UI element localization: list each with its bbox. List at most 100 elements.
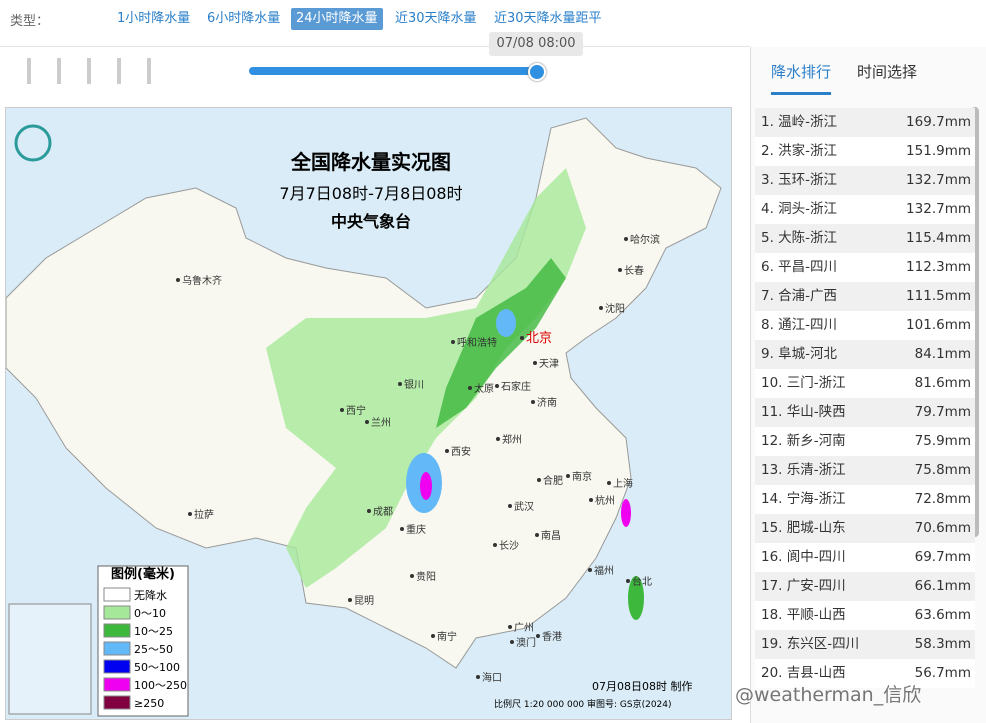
map-title: 全国降水量实况图 [290,150,451,174]
rain-amount: 72.8mm [914,491,971,507]
rank-row: 4. 洞头-浙江 132.7mm [755,195,975,224]
legend-swatch [103,623,131,638]
scale-note: 比例尺 1:20 000 000 审图号: GS京(2024) [494,698,672,710]
city-label: 台北 [632,575,652,588]
legend-swatch [103,695,131,710]
city-dot [537,478,541,482]
rank-row: 18. 平顺-山西 63.6mm [755,601,975,630]
city-dot [535,533,539,537]
city-label: 杭州 [595,494,615,507]
map-period: 7月7日08时-7月8日08时 [279,184,462,203]
city-label: 哈尔滨 [630,233,660,246]
legend-swatch [103,677,131,692]
station-name: 20. 吉县-山西 [761,665,846,681]
type-tab[interactable]: 6小时降水量 [207,11,281,26]
city-dot [348,598,352,602]
city-label: 长沙 [499,540,519,552]
station-name: 11. 华山-陕西 [761,404,846,420]
city-dot [626,579,630,583]
time-slider[interactable] [249,67,536,75]
city-dot [188,512,192,516]
side-panel: 降水排行 时间选择 1. 温岭-浙江 169.7mm 2. 洪家-浙江 151.9mm 3.… [750,47,986,723]
city-label: 兰州 [371,416,391,429]
rank-row: 10. 三门-浙江 81.6mm [755,369,975,398]
city-dot [531,400,535,404]
rank-row: 1. 温岭-浙江 169.7mm [755,108,975,137]
type-tab[interactable]: 1小时降水量 [117,11,191,26]
city-dot [520,336,524,340]
rain-amount: 56.7mm [914,665,971,681]
city-label: 长春 [624,265,644,277]
made-time: 07月08日08时 制作 [592,680,693,693]
rain-amount: 84.1mm [914,346,971,362]
rain-amount: 79.7mm [914,404,971,420]
rank-row: 17. 广安-四川 66.1mm [755,572,975,601]
rank-row: 11. 华山-陕西 79.7mm [755,398,975,427]
panel-tab[interactable]: 时间选择 [857,63,918,81]
city-label: 郑州 [502,433,522,446]
station-name: 12. 新乡-河南 [761,433,846,449]
legend-label: 100～250 [134,679,187,692]
rain-amount: 115.4mm [906,230,971,246]
legend-title: 图例(毫米) [111,566,175,582]
city-label: 海口 [482,671,502,684]
scrollbar [971,107,979,537]
city-label: 福州 [594,564,614,577]
type-tab[interactable]: 近30天降水量 [395,11,477,26]
rank-row: 3. 玉环-浙江 132.7mm [755,166,975,195]
city-label: 拉萨 [194,508,214,521]
rain-amount: 70.6mm [914,520,971,536]
rain-amount: 69.7mm [914,549,971,565]
type-tab[interactable]: 24小时降水量 [291,8,383,30]
legend-swatch [103,587,131,602]
toolbar: 类型： 1小时降水量 6小时降水量 24小时降水量 近30天降水量 近30天降水量距平 [0,0,750,47]
city-dot [176,278,180,282]
legend-swatch [103,605,131,620]
city-dot [400,527,404,531]
station-name: 17. 广安-四川 [761,578,846,594]
legend-label: ≥250 [134,697,164,710]
station-name: 2. 洪家-浙江 [761,143,838,159]
city-dot [536,634,540,638]
rain-area [621,499,631,527]
city-label: 太原 [474,382,494,395]
city-label: 广州 [514,622,534,634]
city-dot [607,481,611,485]
rain-amount: 111.5mm [906,288,971,304]
watermark: @weatherman_信欣 [735,684,922,706]
rank-row: 5. 大陈-浙江 115.4mm [755,224,975,253]
city-label: 南昌 [541,529,561,542]
map-panel: 全国降水量实况图 7月7日08时-7月8日08时 中央气象台 图例(毫米) 07… [5,107,732,720]
city-dot [599,306,603,310]
city-dot [493,543,497,547]
city-label: 北京 [526,331,552,346]
city-dot [431,634,435,638]
city-dot [618,268,622,272]
rain-amount: 66.1mm [914,578,971,594]
type-tab[interactable]: 近30天降水量距平 [494,11,602,26]
city-label: 天津 [539,358,559,370]
station-name: 1. 温岭-浙江 [761,114,838,130]
city-label: 重庆 [406,523,426,536]
legend-label: 10～25 [134,625,173,638]
station-name: 19. 东兴区-四川 [761,636,860,652]
station-name: 3. 玉环-浙江 [761,172,838,188]
rain-area [496,309,516,337]
city-dot [589,498,593,502]
rank-row: 7. 合浦-广西 111.5mm [755,282,975,311]
slider-handle[interactable] [528,63,546,81]
rank-row: 6. 平昌-四川 112.3mm [755,253,975,282]
rank-row: 15. 肥城-山东 70.6mm [755,514,975,543]
rain-amount: 112.3mm [906,259,971,275]
rank-row: 9. 阜城-河北 84.1mm [755,340,975,369]
city-dot [451,340,455,344]
city-label: 昆明 [354,595,374,607]
station-name: 14. 宁海-浙江 [761,491,846,507]
rank-row: 12. 新乡-河南 75.9mm [755,427,975,456]
rain-amount: 101.6mm [906,317,971,333]
rank-row: 16. 阆中-四川 69.7mm [755,543,975,572]
city-label: 石家庄 [501,380,531,393]
city-dot [365,420,369,424]
city-dot [340,408,344,412]
panel-tab[interactable]: 降水排行 [771,61,832,95]
